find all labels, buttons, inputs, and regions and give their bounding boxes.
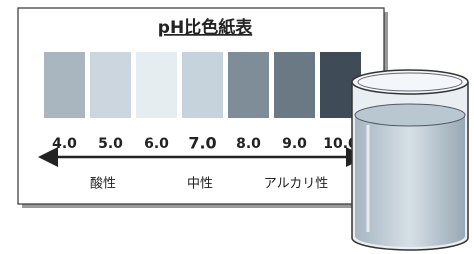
- region-label: 酸性: [90, 177, 116, 192]
- ph-label: 9.0: [282, 136, 307, 152]
- color-swatch: [182, 52, 223, 118]
- color-swatch: [44, 52, 85, 118]
- region-label: アルカリ性: [264, 177, 328, 192]
- ph-label: 4.0: [52, 136, 77, 152]
- beaker: [352, 70, 468, 250]
- color-swatch: [136, 52, 177, 118]
- color-swatch: [228, 52, 269, 118]
- title: pH比色紙表: [158, 17, 253, 38]
- ph-label: 5.0: [98, 136, 123, 152]
- ph-illustration: pH比色紙表 4.05.06.07.08.09.010.0 酸性 中性 アルカリ…: [0, 0, 474, 254]
- ph-label: 6.0: [144, 136, 169, 152]
- ph-label: 8.0: [236, 136, 261, 152]
- ph-label: 7.0: [188, 134, 216, 153]
- color-swatch: [90, 52, 131, 118]
- color-swatch: [274, 52, 315, 118]
- region-label: 中性: [187, 177, 213, 192]
